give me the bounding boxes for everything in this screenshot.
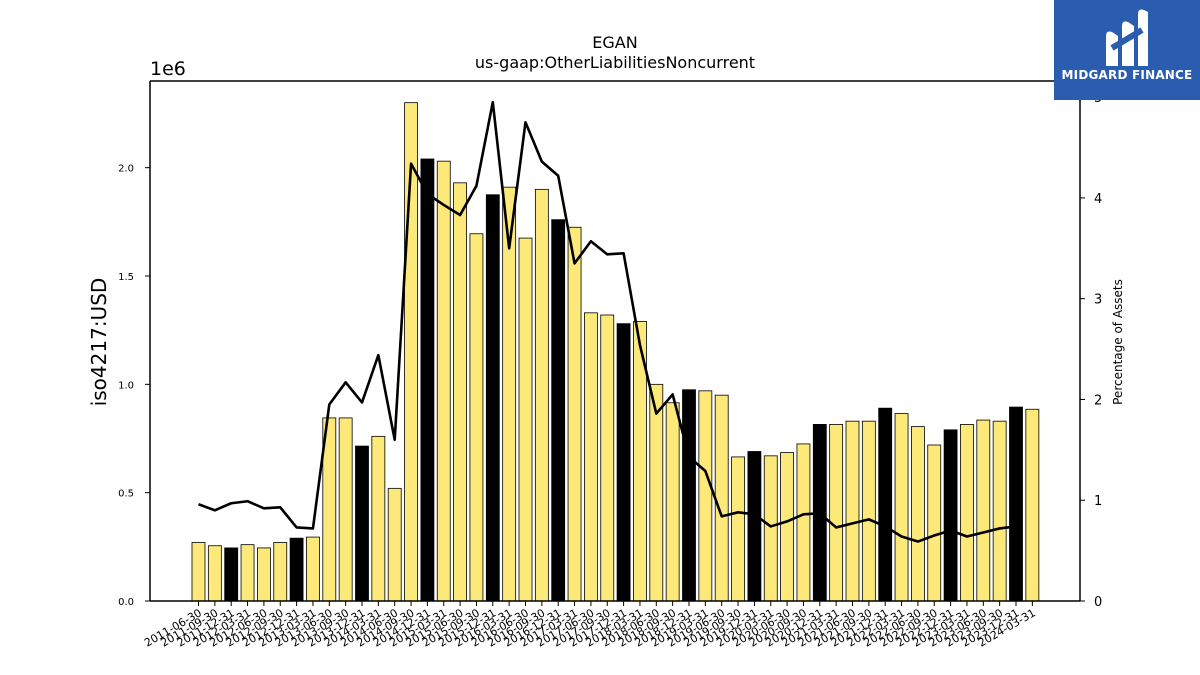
bar-2022-03-31 [894,413,909,602]
bar-2015-03-31 [436,160,451,602]
y2-tick-label: 1 [1094,494,1102,509]
bar-2012-03-31 [240,544,255,602]
y-tick-label: 1.5 [118,272,134,283]
bar-2017-12-31 [616,323,631,602]
y-axis-label: iso4217:USD [87,278,111,407]
bar-2012-12-31 [289,537,304,602]
chart-subtitle: us-gaap:OtherLiabilitiesNoncurrent [475,53,755,72]
y2-tick-label: 4 [1094,192,1102,207]
bar-2023-12-31 [1009,406,1023,602]
logo-text: MIDGARD FINANCE [1061,68,1193,82]
bar-2015-12-31 [485,194,500,602]
bar-2019-06-30 [714,394,729,602]
y-offset-label: 1e6 [150,58,186,80]
bar-2013-03-31 [306,536,320,602]
bar-2011-06-30 [191,542,206,602]
y2-tick-label: 3 [1094,293,1102,308]
bar-2023-06-30 [976,419,991,602]
bar-2022-06-30 [911,426,925,602]
bar-2020-09-30 [796,443,811,602]
bar-2016-06-30 [518,237,533,602]
line-layer [198,100,1017,543]
bar-2013-09-30 [338,417,353,602]
bar-2024-03-31 [1025,408,1040,602]
bar-2021-09-30 [861,420,876,602]
bar-2015-09-30 [469,233,484,602]
percentage-line [198,100,1017,543]
bar-2017-06-30 [584,312,598,602]
bar-2016-12-31 [551,219,566,602]
y2-tick-label: 0 [1094,595,1102,610]
bar-2011-12-31 [224,547,239,602]
logo-mark-icon [1106,9,1148,66]
bar-2023-03-31 [960,424,974,602]
bar-2011-09-30 [207,545,222,602]
chart-title: EGAN [592,33,637,52]
bar-2022-09-30 [927,444,942,602]
bar-2017-09-30 [600,314,615,602]
bar-2020-06-30 [780,452,794,602]
bar-2012-06-30 [256,547,271,602]
axes-layer: 0.00.51.01.52.00123452011-06-302011-09-3… [118,80,1102,650]
brand-logo: MIDGARD FINANCE [1054,0,1200,100]
bar-2021-06-30 [845,420,860,602]
bar-2019-09-30 [731,456,745,602]
bar-2023-09-30 [992,420,1007,602]
y2-axis-label: Percentage of Assets [1111,279,1125,405]
y2-tick-label: 2 [1094,393,1102,408]
bar-2019-03-31 [698,390,713,602]
bar-2012-09-30 [273,542,288,602]
bar-2018-09-30 [665,402,680,602]
bar-2022-12-31 [943,429,958,602]
bar-2017-03-31 [567,226,582,602]
bar-2016-09-30 [534,188,549,602]
bar-2021-03-31 [829,424,844,602]
bar-2014-06-30 [387,487,402,602]
bar-2019-12-31 [747,451,762,602]
y-tick-label: 0.5 [118,489,134,500]
bar-2018-06-30 [649,383,664,602]
bar-2014-03-31 [371,435,386,602]
y-tick-label: 0.0 [118,597,134,608]
bar-2013-12-31 [355,445,369,602]
y-tick-label: 1.0 [118,380,134,391]
bar-2020-03-31 [763,455,778,602]
y-tick-label: 2.0 [118,164,134,175]
bars-layer [191,102,1040,602]
bar-2014-12-31 [420,158,435,602]
bar-2015-06-30 [453,182,468,602]
bar-2018-12-31 [682,389,696,602]
bar-2021-12-31 [878,407,893,602]
